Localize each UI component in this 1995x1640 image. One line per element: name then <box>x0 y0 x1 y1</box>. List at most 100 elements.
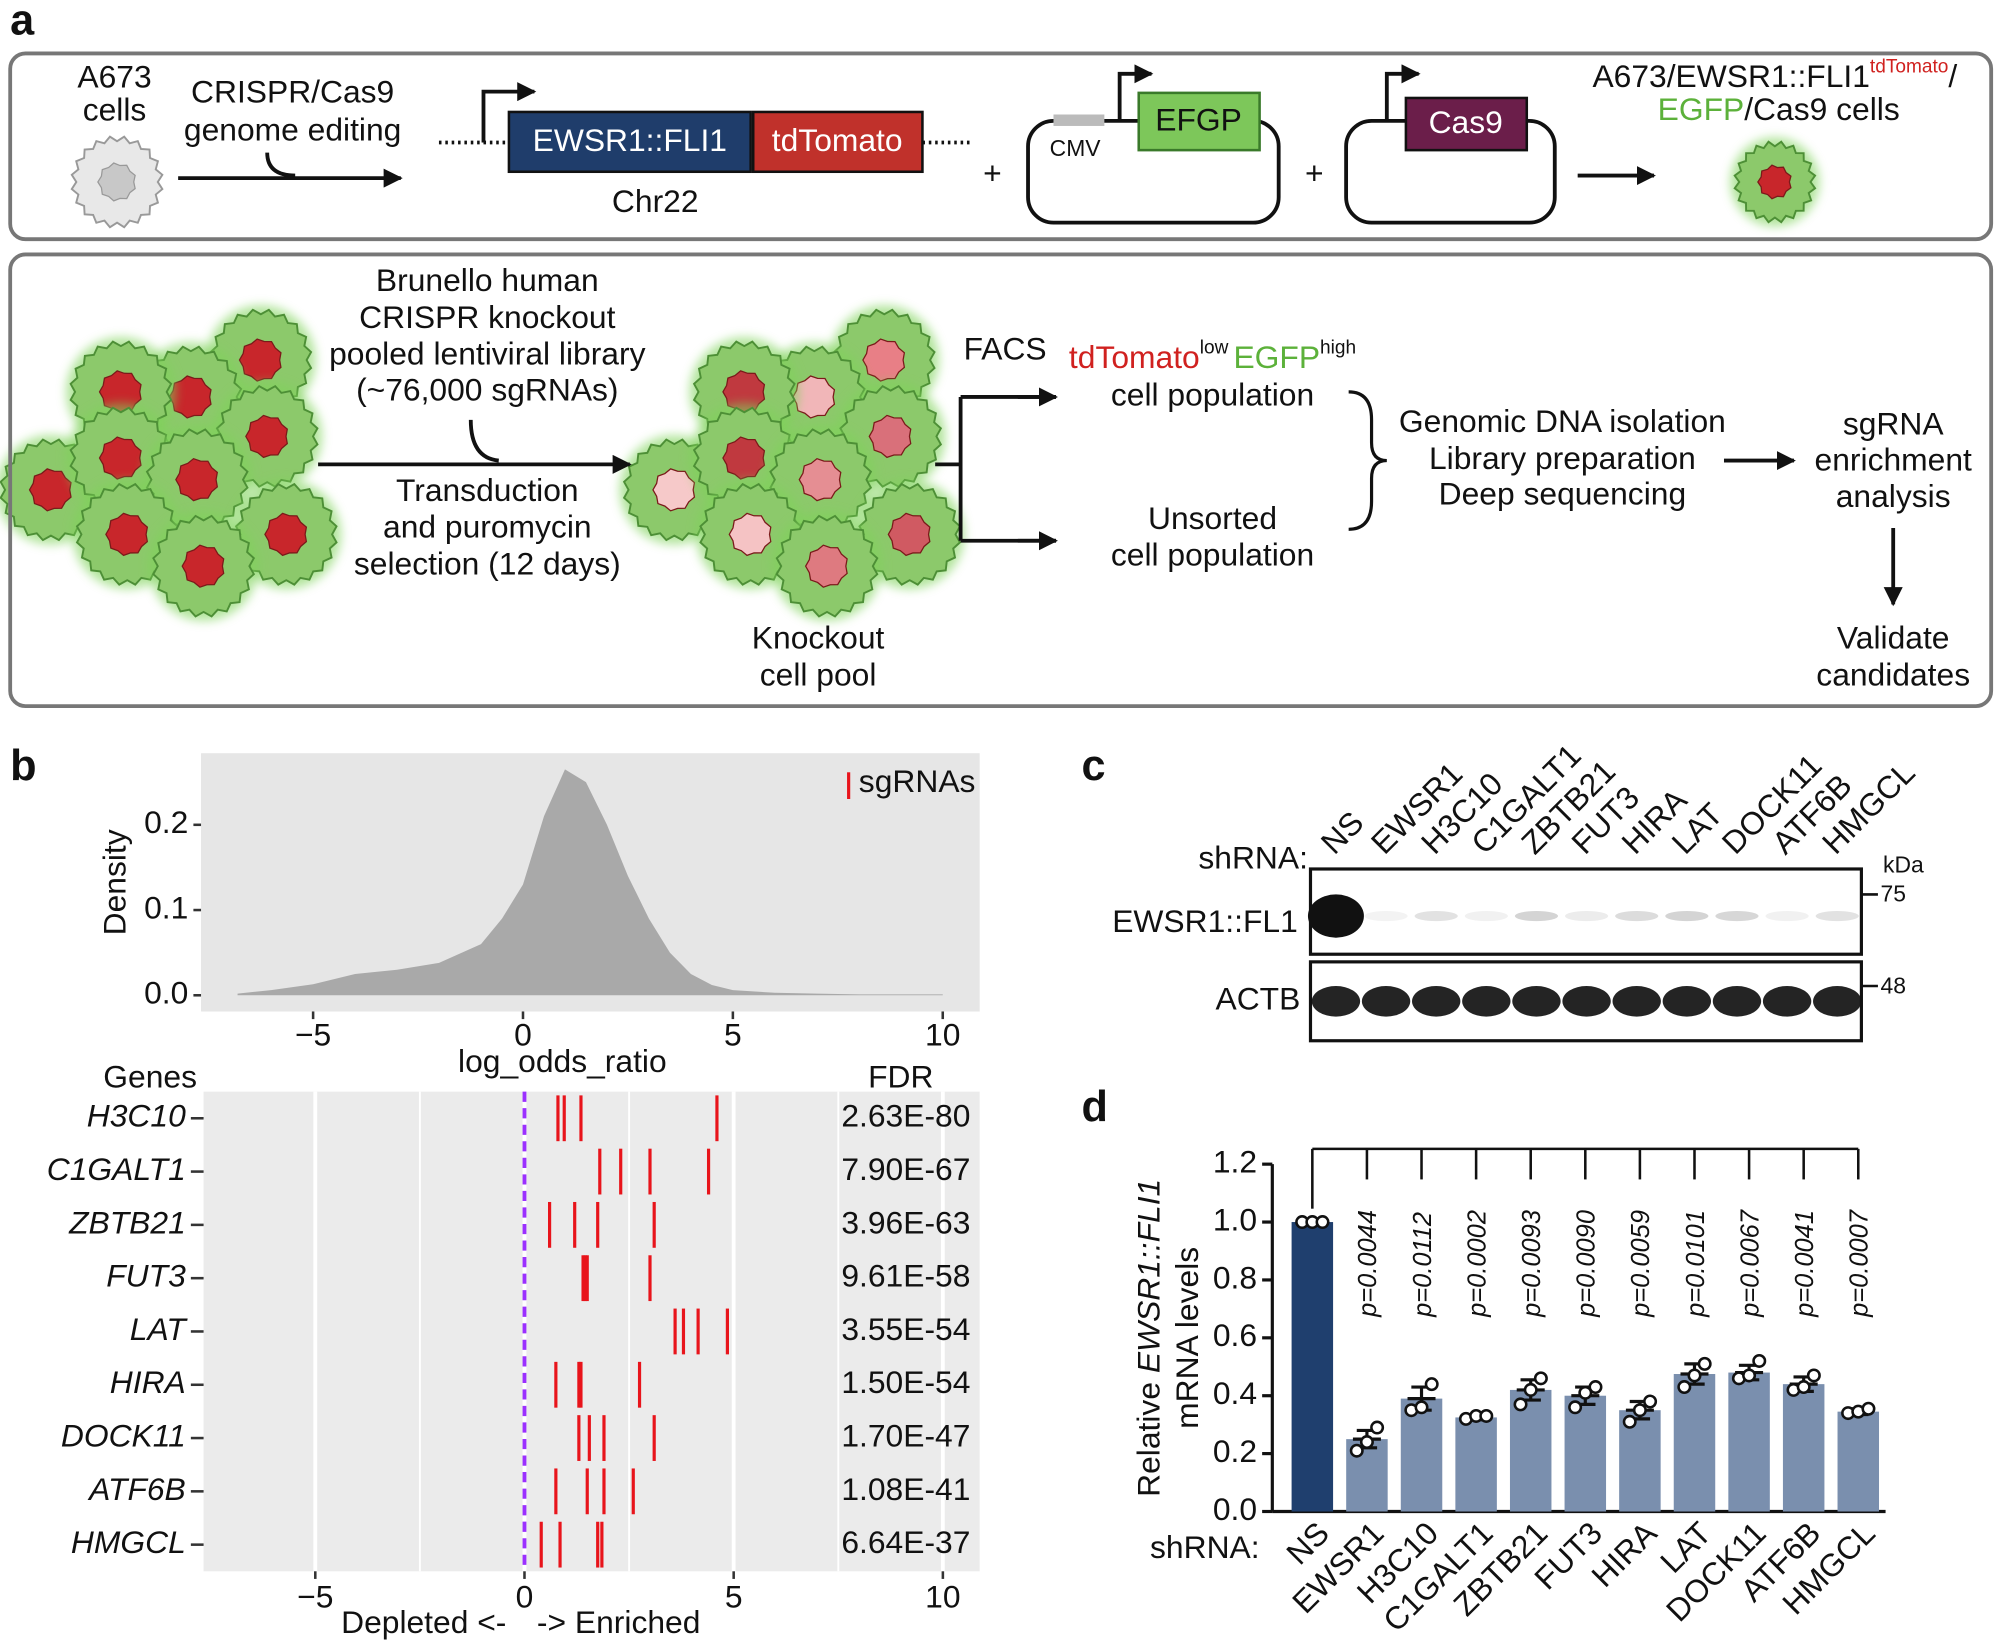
x-axis-label: -> Enriched <box>537 1604 701 1640</box>
band <box>1364 910 1408 922</box>
text: genome editing <box>184 112 401 148</box>
text: FACS <box>964 331 1047 367</box>
x-tick-label: 0 <box>514 1016 532 1052</box>
fdr-label: 3.55E-54 <box>841 1311 970 1347</box>
text: 75 <box>1880 881 1905 907</box>
data-point <box>1533 1371 1548 1386</box>
text: EWSR1::FL1 <box>1112 903 1298 939</box>
data-point <box>1632 1403 1647 1418</box>
data-point <box>1796 1380 1811 1395</box>
text: candidates <box>1816 656 1970 692</box>
band <box>1712 986 1762 1017</box>
nucleus <box>105 512 149 557</box>
fdr-label: 1.08E-41 <box>841 1471 970 1507</box>
gene-label: HMGCL <box>71 1524 186 1560</box>
band <box>1762 986 1812 1017</box>
y-tick-label: 0.6 <box>1213 1317 1257 1353</box>
gene-box <box>507 110 752 174</box>
data-point <box>1861 1401 1876 1416</box>
density-area <box>237 769 943 996</box>
x-tick-label: 5 <box>725 1579 743 1615</box>
fdr-label: 1.70E-47 <box>841 1417 970 1453</box>
nucleus <box>264 512 308 557</box>
data-point <box>1315 1215 1330 1230</box>
text: ACTB <box>1215 981 1300 1017</box>
cell-drawings <box>0 135 1820 621</box>
text: and puromycin <box>383 509 592 545</box>
gene-label: C1GALT1 <box>47 1151 186 1187</box>
data-point <box>1677 1380 1692 1395</box>
nucleus <box>98 436 142 480</box>
text: cell population <box>1111 376 1314 412</box>
band <box>1307 894 1364 938</box>
text: + <box>1305 155 1324 191</box>
band <box>1361 986 1411 1017</box>
panel-box <box>8 252 1994 709</box>
text: shRNA: <box>1198 839 1308 875</box>
band <box>1815 910 1859 922</box>
text: cell population <box>1111 537 1314 573</box>
band <box>1311 986 1361 1017</box>
bar <box>1564 1395 1607 1512</box>
nucleus <box>887 512 931 557</box>
text: Chr22 <box>612 183 699 219</box>
text: A673 <box>77 58 151 94</box>
y-axis-label: Genes <box>103 1058 197 1094</box>
band <box>1765 910 1809 922</box>
p-value: p=0.0067 <box>1736 1209 1764 1318</box>
p-value: p=0.0059 <box>1627 1210 1655 1318</box>
data-point <box>1424 1377 1439 1392</box>
gene-label: ATF6B <box>87 1471 186 1507</box>
x-tick-label: 0 <box>516 1579 534 1615</box>
text: high <box>1320 338 1356 359</box>
text: Genomic DNA isolation <box>1399 403 1726 439</box>
fdr-label: 7.90E-67 <box>841 1151 970 1187</box>
panel-label: a <box>10 0 35 44</box>
text: CMV <box>1050 135 1102 161</box>
data-point <box>1479 1408 1494 1423</box>
y-tick-label: 0.0 <box>1213 1491 1257 1527</box>
band <box>1813 986 1862 1017</box>
text: EFGP <box>1155 102 1242 138</box>
bar <box>1455 1417 1497 1512</box>
data-point <box>1588 1380 1603 1395</box>
band <box>1615 910 1659 922</box>
nucleus <box>868 414 912 459</box>
p-value: p=0.0007 <box>1846 1209 1874 1318</box>
text: / <box>1948 58 1957 94</box>
fdr-label: 6.64E-37 <box>841 1524 970 1560</box>
data-point <box>1523 1382 1538 1397</box>
plot-background <box>203 1091 980 1572</box>
data-point <box>1806 1368 1821 1383</box>
y-tick-label: 1.2 <box>1213 1144 1257 1180</box>
text: CRISPR knockout <box>359 299 615 335</box>
text: 48 <box>1880 972 1905 998</box>
band <box>1662 986 1712 1017</box>
text: low <box>1200 338 1229 359</box>
text: tdTomato <box>1870 56 1948 77</box>
nucleus <box>804 544 848 588</box>
band <box>1665 910 1709 922</box>
band <box>1462 986 1511 1017</box>
data-point <box>1349 1443 1364 1458</box>
text: analysis <box>1836 478 1951 514</box>
nucleus <box>1757 164 1792 200</box>
text: Knockout <box>752 619 885 655</box>
data-point <box>1414 1400 1429 1415</box>
y-tick-label: 1.0 <box>1213 1201 1257 1237</box>
bar <box>1782 1384 1825 1512</box>
data-point <box>1687 1368 1702 1383</box>
gene-box <box>1404 96 1529 152</box>
y-tick-label: 0.8 <box>1213 1259 1257 1295</box>
text: Validate <box>1837 619 1950 655</box>
text: Cas9 <box>1429 104 1503 140</box>
text: selection (12 days) <box>354 546 621 582</box>
nucleus <box>652 468 696 512</box>
y-axis-label: mRNA levels <box>1169 1247 1205 1429</box>
text: sgRNA <box>1843 406 1945 442</box>
nucleus <box>181 544 225 588</box>
text: A673/EWSR1::FLI1 <box>1592 58 1869 94</box>
band <box>1612 986 1661 1017</box>
text: Transduction <box>396 472 579 508</box>
